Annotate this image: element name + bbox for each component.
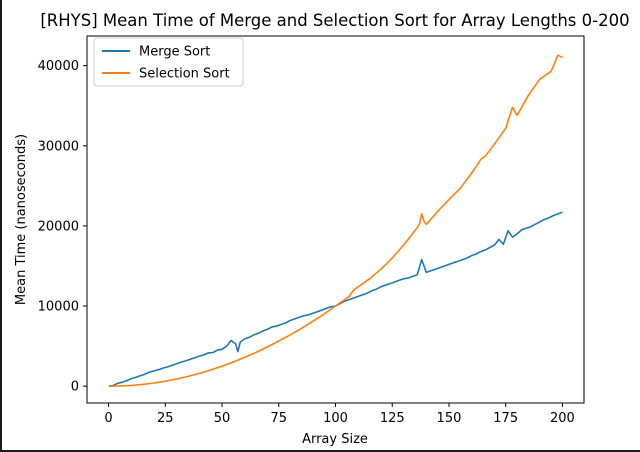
y-tick-label: 30000: [38, 139, 79, 154]
merge-sort-line: [108, 211, 563, 387]
chart-title: [RHYS] Mean Time of Merge and Selection …: [40, 11, 629, 30]
y-axis-label: Mean Time (nanoseconds): [14, 134, 29, 305]
selection-sort-line: [108, 54, 563, 387]
y-tick-label: 0: [71, 380, 79, 395]
x-tick-label: 0: [104, 411, 112, 426]
legend-label-selection-sort: Selection Sort: [139, 67, 230, 82]
x-tick-label: 75: [270, 411, 287, 426]
x-tick-label: 50: [214, 411, 231, 426]
legend-box: [93, 37, 244, 87]
y-axis: 0 10000 20000 30000 40000: [38, 59, 87, 395]
x-tick-label: 175: [493, 411, 518, 426]
y-tick-label: 40000: [38, 59, 79, 74]
x-axis: 0 25 50 75 100 125 150 175 200: [104, 403, 575, 426]
legend: Merge Sort Selection Sort: [93, 37, 244, 87]
x-tick-label: 100: [323, 411, 348, 426]
plot-area: [86, 35, 585, 404]
y-tick-label: 20000: [38, 219, 79, 234]
x-tick-label: 125: [380, 411, 405, 426]
legend-label-merge-sort: Merge Sort: [139, 45, 210, 60]
y-tick-label: 10000: [38, 300, 79, 315]
x-axis-label: Array Size: [302, 432, 368, 447]
x-tick-label: 25: [157, 411, 174, 426]
x-tick-label: 150: [437, 411, 462, 426]
x-tick-label: 200: [550, 411, 575, 426]
series-lines: [108, 54, 563, 387]
